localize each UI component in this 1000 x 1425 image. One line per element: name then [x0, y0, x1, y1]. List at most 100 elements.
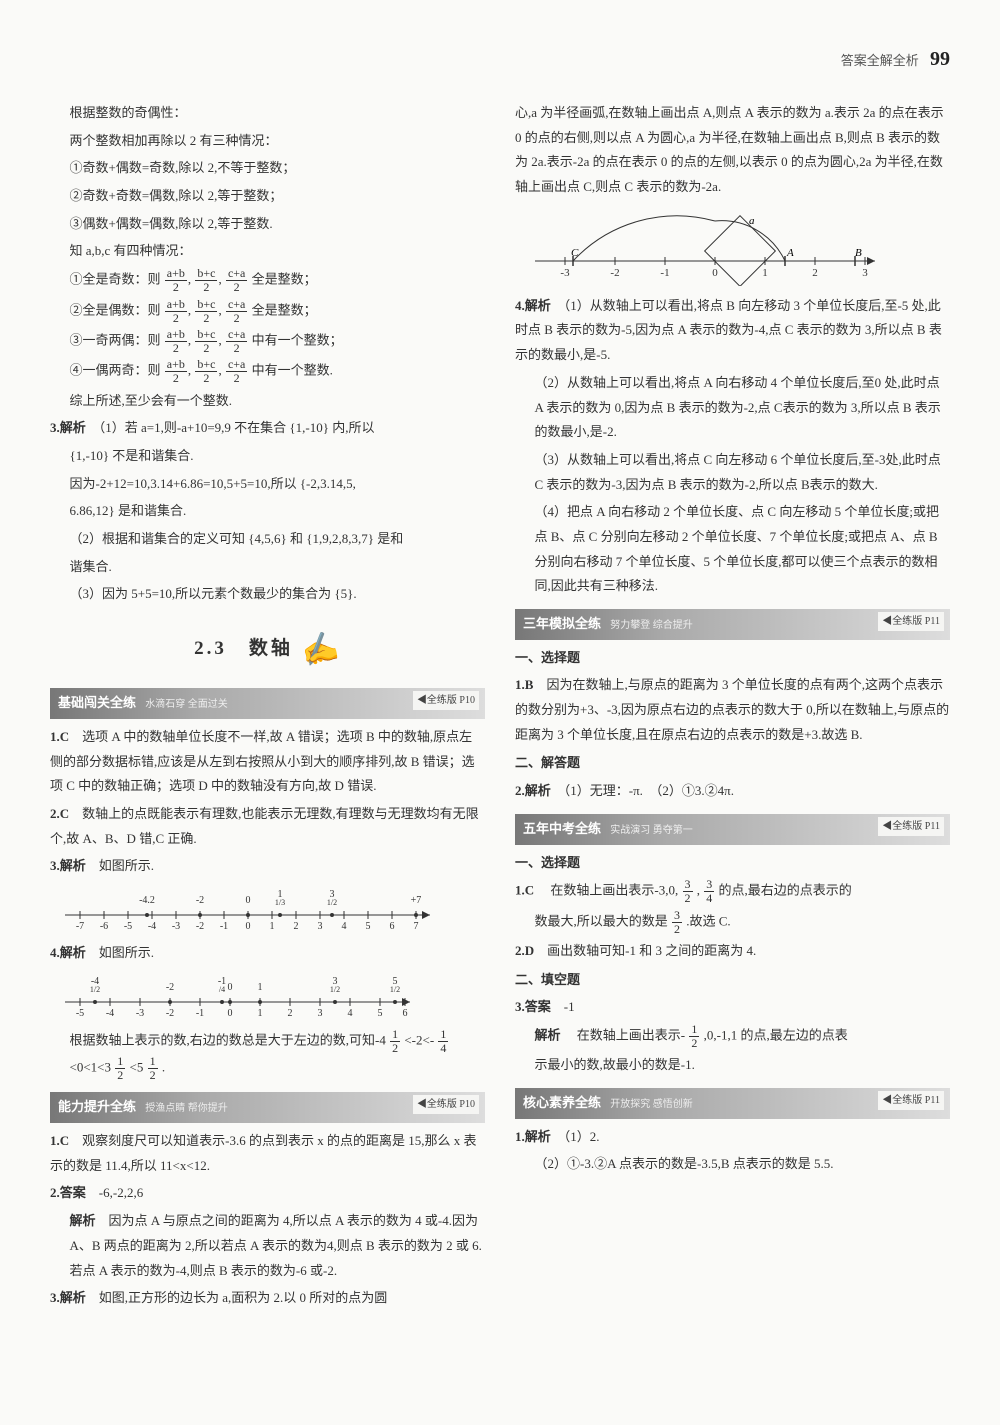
- svg-text:2: 2: [812, 267, 818, 279]
- b2-q2: 2.答案 -6,-2,2,6: [50, 1181, 485, 1206]
- svg-text:1/3: 1/3: [275, 898, 285, 907]
- b1-q2: 2.C 数轴上的点既能表示有理数,也能表示无理数,有理数与无理数均有无限个,故 …: [50, 802, 485, 851]
- svg-text:-2: -2: [166, 1008, 174, 1019]
- text: 心,a 为半径画弧,在数轴上画出点 A,则点 A 表示的数为 a.表示 2a 的…: [515, 101, 950, 200]
- heading-answer: 二、解答题: [515, 751, 950, 776]
- page-number: 99: [930, 48, 950, 70]
- text: ③偶数+偶数=偶数,除以 2,等于整数.: [50, 212, 485, 237]
- svg-text:1: 1: [258, 982, 263, 993]
- svg-text:5: 5: [378, 1008, 383, 1019]
- text: 6.86,12} 是和谐集合.: [50, 499, 485, 524]
- svg-text:-1: -1: [660, 267, 669, 279]
- banner-3year: 三年模拟全练 努力攀登 综合提升 ◀全练版 P11: [515, 609, 950, 640]
- svg-text:-2: -2: [610, 267, 619, 279]
- numberline-1: -7 -6 -5 -4 -3 -2 -1 0 1 2 3 4 5 6 7 -4.…: [60, 885, 485, 933]
- svg-text:3: 3: [318, 921, 323, 932]
- text: （2）从数轴上可以看出,将点 A 向右移动 4 个单位长度后,至0 处,此时点 …: [515, 371, 950, 445]
- hand-icon: ✍: [294, 617, 348, 683]
- case-2: ②全是偶数：则 a+b2, b+c2, c+a2 全是整数；: [50, 298, 485, 325]
- svg-text:7: 7: [414, 921, 419, 932]
- text: 示最小的数,故最小的数是-1.: [515, 1053, 950, 1078]
- svg-text:0: 0: [246, 895, 251, 906]
- svg-text:-1: -1: [196, 1008, 204, 1019]
- svg-text:0: 0: [228, 982, 233, 993]
- svg-text:-3: -3: [136, 1008, 144, 1019]
- banner-basic: 基础闯关全练 水滴石穿 全面过关 ◀全练版 P10: [50, 688, 485, 719]
- text: （4）把点 A 向右移动 2 个单位长度、点 C 向左移动 5 个单位长度;或把…: [515, 500, 950, 599]
- b4-q1-cont: 数最大,所以最大的数是 32 .故选 C.: [515, 909, 950, 936]
- banner-core: 核心素养全练 开放探究 感悟创新 ◀全练版 P11: [515, 1088, 950, 1119]
- section-title: 2.3 数轴 ✍: [50, 621, 485, 678]
- svg-text:-7: -7: [76, 921, 84, 932]
- left-column: 根据整数的奇偶性： 两个整数相加再除以 2 有三种情况： ①奇数+偶数=奇数,除…: [50, 98, 485, 1314]
- q3: 3.解析 （1）若 a=1,则-a+10=9,9 不在集合 {1,-10} 内,…: [50, 416, 485, 441]
- svg-text:6: 6: [390, 921, 395, 932]
- svg-text:C: C: [571, 247, 579, 259]
- text: ②奇数+奇数=偶数,除以 2,等于整数；: [50, 184, 485, 209]
- svg-text:-5: -5: [124, 921, 132, 932]
- text: 根据整数的奇偶性：: [50, 101, 485, 126]
- banner-5year: 五年中考全练 实战演习 勇夺第一 ◀全练版 P11: [515, 814, 950, 845]
- b1-q1: 1.C 选项 A 中的数轴单位长度不一样,故 A 错误；选项 B 中的数轴,原点…: [50, 725, 485, 799]
- svg-text:-5: -5: [76, 1008, 84, 1019]
- text: 谐集合.: [50, 555, 485, 580]
- svg-text:-3: -3: [560, 267, 570, 279]
- svg-text:0: 0: [228, 1008, 233, 1019]
- svg-text:B: B: [855, 247, 862, 259]
- svg-text:1/2: 1/2: [330, 985, 340, 994]
- svg-text:-2: -2: [196, 921, 204, 932]
- svg-text:3: 3: [318, 1008, 323, 1019]
- heading-select: 一、选择题: [515, 851, 950, 876]
- page-header: 答案全解全析 99: [50, 40, 950, 78]
- svg-text:1: 1: [258, 1008, 263, 1019]
- svg-text:-4: -4: [106, 1008, 114, 1019]
- b4-q2: 2.D 画出数轴可知-1 和 3 之间的距离为 4.: [515, 939, 950, 964]
- text: {1,-10} 不是和谐集合.: [50, 444, 485, 469]
- svg-text:2: 2: [288, 1008, 293, 1019]
- b4-q3: 3.答案 -1: [515, 995, 950, 1020]
- case-1: ①全是奇数：则 a+b2, b+c2, c+a2 全是整数；: [50, 267, 485, 294]
- svg-text:-4: -4: [148, 921, 156, 932]
- svg-text:-2: -2: [166, 982, 174, 993]
- text: （2）根据和谐集合的定义可知 {4,5,6} 和 {1,9,2,8,3,7} 是…: [50, 527, 485, 552]
- b2-q2-exp: 解析 因为点 A 与原点之间的距离为 4,所以点 A 表示的数为 4 或-4.因…: [50, 1209, 485, 1283]
- right-column: 心,a 为半径画弧,在数轴上画出点 A,则点 A 表示的数为 a.表示 2a 的…: [515, 98, 950, 1314]
- svg-text:a: a: [749, 215, 755, 227]
- text: 因为-2+12=10,3.14+6.86=10,5+5=10,所以 {-2,3.…: [50, 472, 485, 497]
- svg-text:-6: -6: [100, 921, 108, 932]
- b4-q3-exp: 解析 在数轴上画出表示- 12 ,0,-1,1 的点,最左边的点表: [515, 1023, 950, 1050]
- svg-text:-2: -2: [196, 895, 204, 906]
- b1-q3: 3.解析 如图所示.: [50, 854, 485, 879]
- text: （3）因为 5+5=10,所以元素个数最少的集合为 {5}.: [50, 582, 485, 607]
- b4-q1: 1.C 在数轴上画出表示-3,0, 32 , 34 的点,最右边的点表示的: [515, 878, 950, 905]
- q4: 4.解析 （1）从数轴上可以看出,将点 B 向左移动 3 个单位长度后,至-5 …: [515, 294, 950, 368]
- conclusion: 综上所述,至少会有一个整数.: [50, 389, 485, 414]
- svg-text:1/2: 1/2: [390, 985, 400, 994]
- svg-text:-3: -3: [172, 921, 180, 932]
- text: （3）从数轴上可以看出,将点 C 向左移动 6 个单位长度后,至-3处,此时点 …: [515, 448, 950, 497]
- b1-q4-text: 根据数轴上表示的数,右边的数总是大于左边的数,可知-4 12 <-2<- 14 …: [50, 1028, 485, 1083]
- text: 知 a,b,c 有四种情况：: [50, 239, 485, 264]
- svg-text:/4: /4: [219, 985, 225, 994]
- text: 两个整数相加再除以 2 有三种情况：: [50, 129, 485, 154]
- svg-text:4: 4: [348, 1008, 353, 1019]
- b5-q1: 1.解析 （1）2.: [515, 1125, 950, 1150]
- svg-text:0: 0: [712, 267, 718, 279]
- b2-q3: 3.解析 如图,正方形的边长为 a,面积为 2.以 0 所对的点为圆: [50, 1286, 485, 1311]
- svg-text:-1: -1: [220, 921, 228, 932]
- text: （2）①-3.②A 点表示的数是-3.5,B 点表示的数是 5.5.: [515, 1152, 950, 1177]
- svg-text:1/2: 1/2: [90, 985, 100, 994]
- svg-text:1: 1: [762, 267, 768, 279]
- svg-text:1: 1: [270, 921, 275, 932]
- svg-text:+7: +7: [411, 895, 422, 906]
- svg-text:4: 4: [342, 921, 347, 932]
- heading-fill: 二、填空题: [515, 968, 950, 993]
- header-title: 答案全解全析: [841, 53, 919, 68]
- b1-q4: 4.解析 如图所示.: [50, 941, 485, 966]
- svg-text:0: 0: [246, 921, 251, 932]
- case-4: ④一偶两奇：则 a+b2, b+c2, c+a2 中有一个整数.: [50, 358, 485, 385]
- heading-select: 一、选择题: [515, 646, 950, 671]
- arc-diagram: -3 -2 -1 0 1 2 3 a A B C: [525, 206, 950, 286]
- banner-ability: 能力提升全练 授渔点睛 帮你提升 ◀全练版 P10: [50, 1092, 485, 1123]
- svg-text:3: 3: [862, 267, 868, 279]
